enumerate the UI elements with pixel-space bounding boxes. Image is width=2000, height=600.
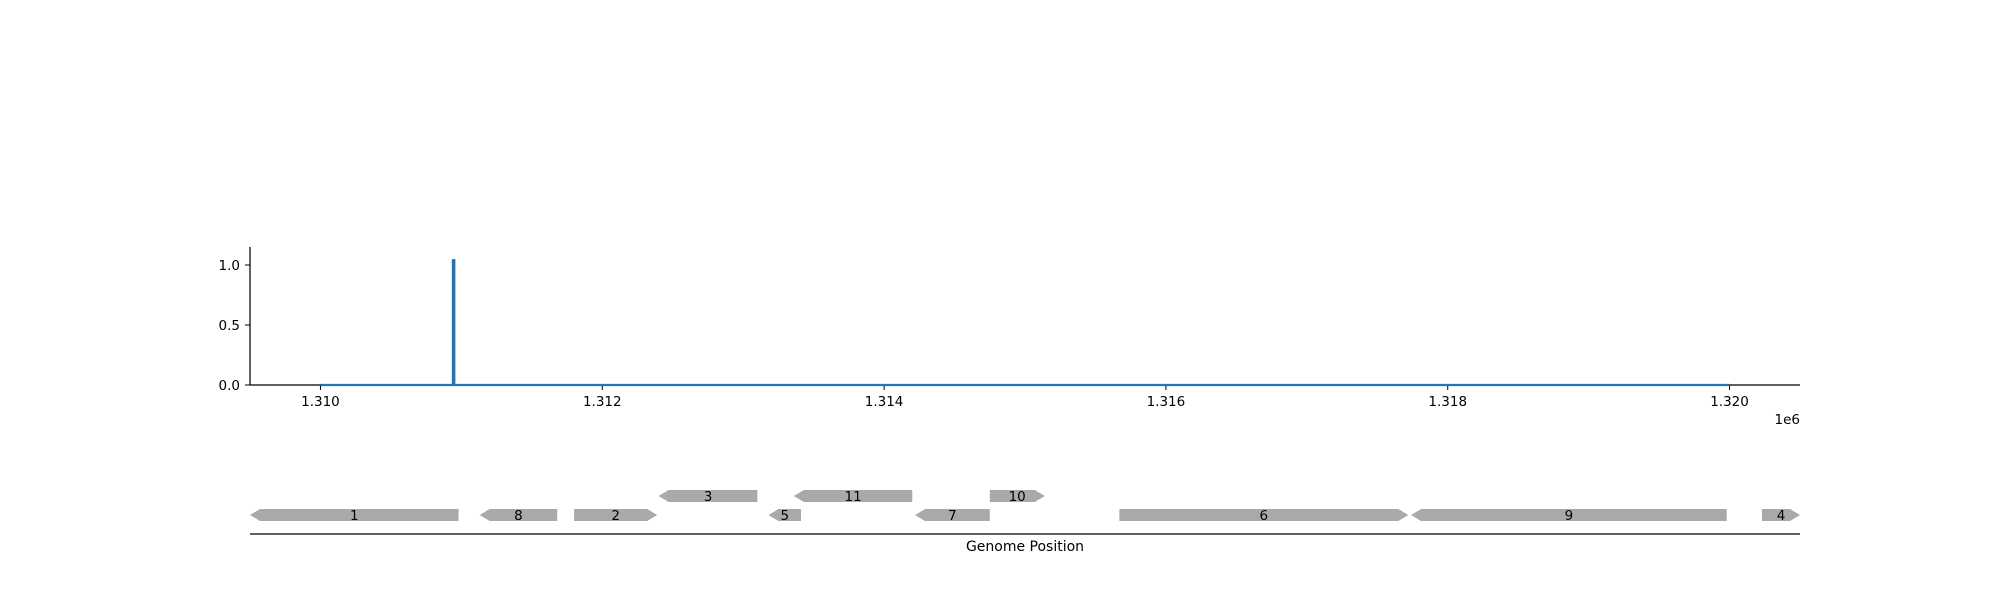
gene-label: 4 bbox=[1777, 508, 1786, 524]
x-tick-label: 1.320 bbox=[1710, 394, 1749, 410]
gene-label: 5 bbox=[781, 508, 790, 524]
gene-arrow-5 bbox=[768, 509, 801, 521]
signal-plot: 0.0 0.5 1.0 1.310 1.312 1.314 1.316 1.318 1.320… bbox=[219, 247, 1800, 428]
gene-arrow-11 bbox=[793, 490, 913, 502]
x-tick-label: 1.312 bbox=[583, 394, 622, 410]
x-axis-label: Genome Position bbox=[966, 539, 1084, 555]
gene-label: 6 bbox=[1260, 508, 1269, 524]
gene-arrow-9 bbox=[1411, 509, 1727, 521]
x-tick-label: 1.318 bbox=[1428, 394, 1467, 410]
x-axis-offset-label: 1e6 bbox=[1775, 412, 1800, 428]
y-tick-label: 1.0 bbox=[219, 258, 240, 274]
gene-arrow-2 bbox=[574, 509, 658, 521]
gene-arrow-10 bbox=[989, 490, 1045, 502]
gene-features: 1 8 2 3 5 11 7 10 6 9 4 bbox=[250, 489, 1800, 524]
gene-label: 10 bbox=[1009, 489, 1026, 505]
x-tick-label: 1.314 bbox=[865, 394, 904, 410]
gene-label: 2 bbox=[611, 508, 620, 524]
gene-arrow-1 bbox=[250, 509, 459, 521]
x-axis-ticks: 1.310 1.312 1.314 1.316 1.318 1.320 bbox=[301, 385, 1749, 410]
gene-label: 7 bbox=[948, 508, 957, 524]
x-tick-label: 1.310 bbox=[301, 394, 340, 410]
gene-label: 3 bbox=[704, 489, 713, 505]
gene-label: 9 bbox=[1565, 508, 1574, 524]
gene-arrow-7 bbox=[915, 509, 990, 521]
gene-arrow-8 bbox=[479, 509, 558, 521]
gene-label: 11 bbox=[845, 489, 862, 505]
y-tick-label: 0.0 bbox=[219, 378, 240, 394]
gene-track: 1 8 2 3 5 11 7 10 6 9 4 Genome Position bbox=[250, 489, 1800, 555]
gene-arrow-3 bbox=[658, 490, 758, 502]
gene-label: 1 bbox=[350, 508, 359, 524]
gene-arrow-6 bbox=[1119, 509, 1409, 521]
y-tick-label: 0.5 bbox=[219, 318, 240, 334]
gene-label: 8 bbox=[514, 508, 523, 524]
gene-arrow-4 bbox=[1762, 509, 1800, 521]
x-tick-label: 1.316 bbox=[1147, 394, 1186, 410]
series-line bbox=[320, 259, 1730, 387]
y-axis-ticks: 0.0 0.5 1.0 bbox=[219, 258, 250, 394]
